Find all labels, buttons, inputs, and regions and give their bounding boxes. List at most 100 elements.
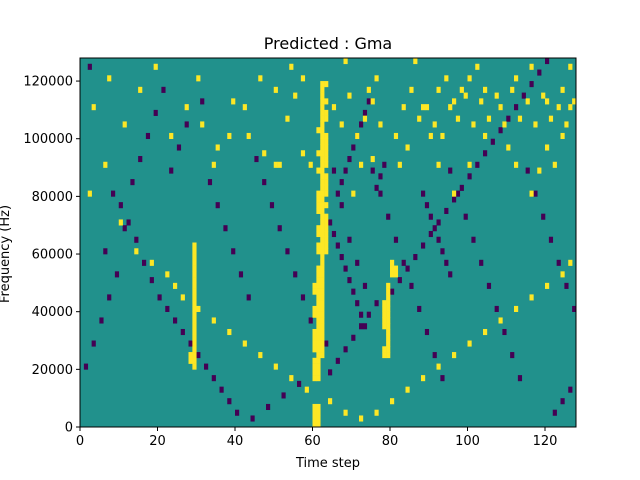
heatmap-cell-high	[320, 98, 325, 105]
heatmap-cell-high	[320, 340, 325, 347]
heatmap-cell-high	[564, 121, 569, 128]
heatmap-cell-high	[188, 357, 193, 364]
heatmap-cell-high	[386, 300, 391, 307]
heatmap-cell-low	[529, 81, 534, 88]
heatmap-cell-high	[324, 144, 329, 151]
heatmap-cell-low	[87, 63, 92, 70]
heatmap-cell-low	[339, 202, 344, 209]
heatmap-cell-high	[370, 98, 375, 105]
heatmap-cell-low	[343, 167, 348, 174]
heatmap-cell-high	[312, 282, 317, 289]
heatmap-cell-low	[328, 369, 333, 376]
heatmap-cell-low	[300, 294, 306, 301]
heatmap-cell-high	[343, 58, 348, 65]
heatmap-cell-low	[448, 271, 453, 278]
heatmap-cell-low	[386, 213, 391, 220]
heatmap-cell-high	[192, 265, 197, 272]
heatmap-cell-low	[401, 259, 406, 266]
heatmap-cell-high	[289, 63, 294, 70]
heatmap-cell-low	[328, 219, 333, 226]
heatmap-cell-high	[413, 58, 418, 65]
heatmap-cell-high	[320, 259, 325, 266]
heatmap-cell-high	[316, 328, 321, 336]
heatmap-cell-high	[320, 81, 325, 88]
heatmap-cell-low	[572, 305, 577, 312]
heatmap-cell-high	[324, 190, 329, 197]
heatmap-cell-high	[138, 86, 143, 93]
heatmap-cell-low	[142, 259, 147, 266]
heatmap-cell-high	[483, 132, 488, 140]
heatmap-cell-high	[316, 167, 321, 174]
heatmap-cell-low	[506, 115, 511, 122]
heatmap-cell-low	[200, 98, 205, 105]
heatmap-cell-high	[390, 259, 395, 266]
heatmap-cell-high	[320, 242, 325, 249]
heatmap-cell-high	[328, 398, 333, 405]
heatmap-cell-high	[324, 179, 329, 186]
heatmap-cell-high	[316, 363, 321, 370]
heatmap-cell-low	[231, 248, 236, 255]
heatmap-cell-high	[91, 104, 96, 111]
heatmap-cell-low	[196, 352, 201, 359]
heatmap-cell-low	[525, 167, 530, 174]
heatmap-cell-high	[351, 190, 356, 197]
heatmap-cell-high	[390, 265, 395, 272]
heatmap-cell-high	[560, 132, 565, 140]
heatmap-cell-high	[258, 75, 263, 82]
heatmap-cell-high	[486, 115, 492, 122]
heatmap-cell-high	[498, 104, 503, 111]
heatmap-cell-high	[316, 196, 321, 203]
heatmap-cell-high	[312, 369, 317, 376]
heatmap-cell-high	[316, 305, 321, 312]
heatmap-cell-high	[374, 409, 379, 416]
heatmap-cell-high	[320, 294, 325, 301]
heatmap-cell-low	[432, 225, 437, 232]
heatmap-cell-high	[316, 225, 321, 232]
heatmap-cell-high	[118, 219, 123, 226]
x-axis: 0 20 40 60 80 100 120	[76, 427, 557, 449]
heatmap-cell-high	[355, 132, 360, 140]
heatmap-cell-high	[320, 282, 325, 289]
heatmap-cell-high	[312, 357, 317, 364]
heatmap-cell-high	[444, 75, 449, 82]
heatmap-cell-low	[510, 352, 515, 359]
heatmap-cell-high	[324, 202, 329, 209]
heatmap-cell-high	[289, 375, 294, 382]
heatmap-cell-low	[494, 305, 499, 312]
heatmap-cell-low	[254, 156, 259, 163]
heatmap-cell-high	[378, 121, 383, 128]
heatmap-cell-high	[572, 98, 577, 105]
heatmap-cell-low	[428, 230, 433, 238]
heatmap-cell-high	[320, 300, 325, 307]
heatmap-cell-high	[316, 277, 321, 284]
heatmap-cell-high	[165, 271, 170, 278]
heatmap-cell-high	[455, 115, 461, 122]
heatmap-cell-high	[475, 63, 480, 70]
heatmap-cell-high	[285, 115, 290, 122]
heatmap-cell-high	[169, 132, 174, 140]
heatmap-cell-high	[382, 317, 387, 324]
heatmap-cell-high	[192, 346, 197, 353]
heatmap-cell-high	[320, 346, 325, 353]
y-tick-label: 80000	[32, 190, 73, 205]
heatmap-cell-high	[324, 236, 329, 243]
heatmap-cell-low	[440, 375, 445, 382]
heatmap-cell-low	[145, 132, 151, 140]
heatmap-cell-low	[486, 282, 492, 289]
heatmap-cell-high	[467, 340, 472, 347]
heatmap-cell-high	[498, 317, 503, 324]
heatmap-cell-low	[432, 352, 437, 359]
heatmap-cell-low	[235, 409, 240, 416]
heatmap-cell-low	[347, 236, 352, 243]
heatmap-cell-high	[316, 421, 321, 428]
heatmap-cell-low	[339, 179, 344, 186]
heatmap-cell-high	[452, 190, 457, 197]
heatmap-cell-high	[316, 352, 321, 359]
heatmap-cell-low	[362, 109, 368, 116]
heatmap-cell-low	[548, 236, 554, 243]
heatmap-cell-high	[568, 259, 573, 266]
heatmap-cell-low	[517, 375, 523, 382]
heatmap-cell-high	[320, 156, 325, 163]
heatmap-cell-high	[514, 305, 519, 312]
